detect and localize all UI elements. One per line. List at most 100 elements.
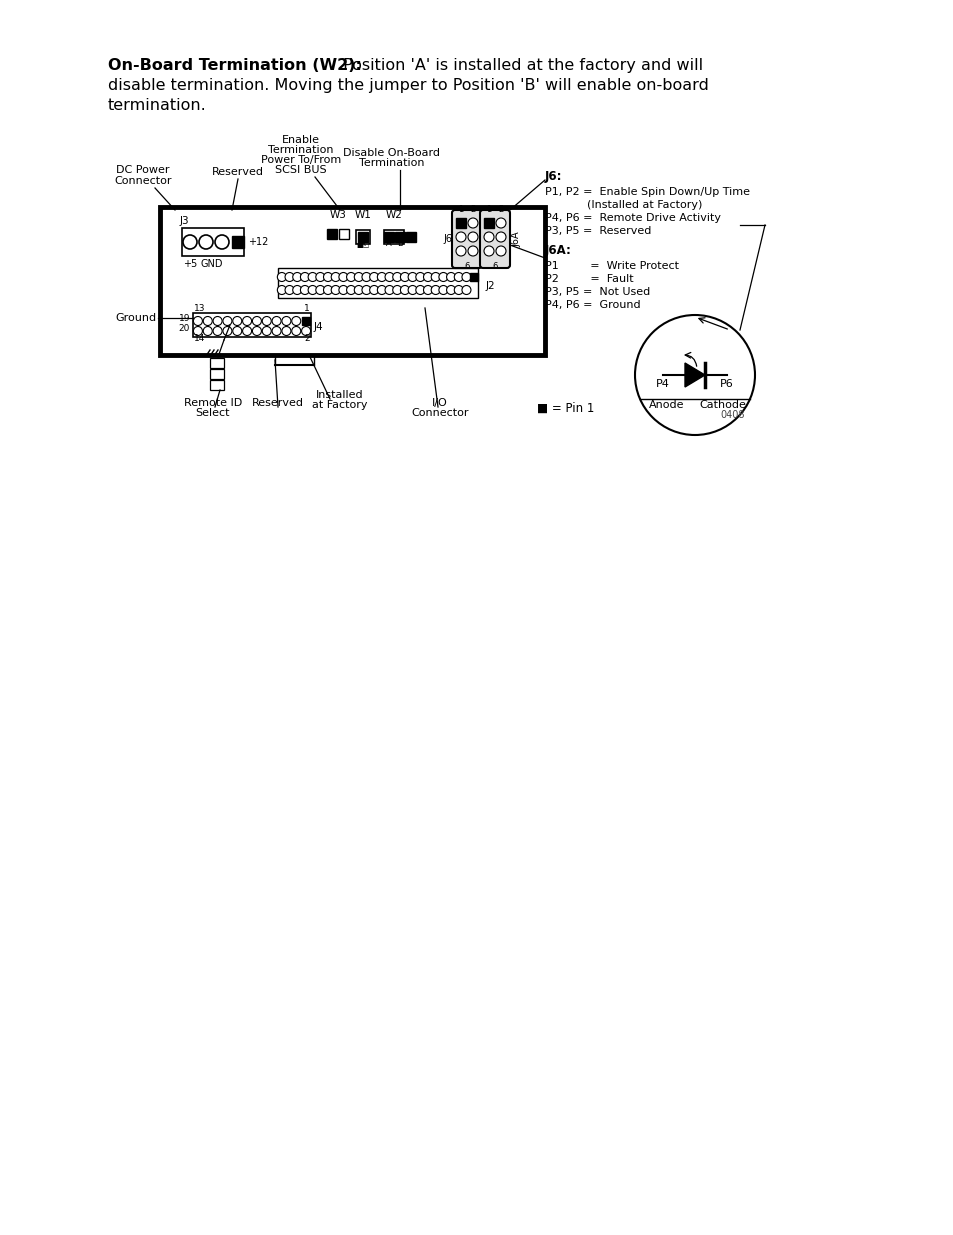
Circle shape [369,273,378,282]
Circle shape [300,273,309,282]
Circle shape [233,326,241,336]
Circle shape [456,246,465,256]
Text: J3: J3 [180,216,190,226]
Text: P4, P6 =  Remote Drive Activity: P4, P6 = Remote Drive Activity [544,212,720,224]
Bar [357,232,368,242]
Circle shape [468,232,477,242]
Circle shape [438,285,447,294]
Circle shape [242,316,252,326]
Bar [406,232,416,242]
Text: J6:: J6: [544,170,562,183]
Text: 19: 19 [178,314,190,324]
Text: +12: +12 [248,237,268,247]
Circle shape [423,285,432,294]
Circle shape [431,273,439,282]
Circle shape [393,273,401,282]
Text: B: B [396,240,402,248]
FancyBboxPatch shape [479,210,510,268]
Circle shape [400,285,409,294]
Circle shape [354,273,363,282]
Bar [232,236,244,248]
Circle shape [456,232,465,242]
Circle shape [262,316,271,326]
Text: W1: W1 [355,210,371,220]
Circle shape [346,273,355,282]
Bar [327,228,336,240]
Circle shape [468,219,477,228]
Text: W2: W2 [385,210,402,220]
Polygon shape [684,363,704,387]
Text: J6A: J6A [511,231,520,247]
Text: Connector: Connector [411,408,468,417]
Bar [384,232,394,242]
Text: P4, P6 =  Ground: P4, P6 = Ground [544,300,640,310]
Circle shape [331,285,340,294]
Circle shape [454,273,463,282]
Circle shape [285,273,294,282]
Circle shape [483,232,494,242]
Circle shape [183,235,196,249]
Text: 14: 14 [193,333,205,343]
Circle shape [203,316,212,326]
Circle shape [213,316,222,326]
Bar [277,268,477,298]
Bar [210,369,224,379]
Text: 1: 1 [457,205,463,214]
Circle shape [193,316,202,326]
Text: Connector: Connector [114,177,172,186]
Text: Anode: Anode [649,400,684,410]
Text: P6: P6 [720,379,733,389]
Text: Enable: Enable [282,135,319,144]
Circle shape [308,285,316,294]
Circle shape [301,326,311,336]
Circle shape [408,285,416,294]
Circle shape [361,285,371,294]
Text: Remote ID: Remote ID [184,398,242,408]
Text: ■□: ■□ [356,242,369,248]
Text: P4: P4 [656,379,669,389]
Text: A: A [359,240,366,248]
Text: SCSI BUS: SCSI BUS [274,165,327,175]
Circle shape [496,246,505,256]
Text: P2         =  Fault: P2 = Fault [544,274,633,284]
Text: A: A [386,240,392,248]
Circle shape [315,273,324,282]
Bar [395,232,405,242]
Circle shape [400,273,409,282]
Circle shape [338,273,348,282]
Circle shape [377,285,386,294]
Text: 1: 1 [486,205,491,214]
Text: ■ = Pin 1: ■ = Pin 1 [537,403,594,415]
Text: Reserved: Reserved [212,167,264,177]
Text: P1         =  Write Protect: P1 = Write Protect [544,261,679,270]
Text: 6: 6 [492,262,497,270]
Text: Cathode: Cathode [699,400,745,410]
Text: 2: 2 [497,205,503,214]
Circle shape [292,316,300,326]
Bar [355,230,370,245]
Text: P3, P5 =  Not Used: P3, P5 = Not Used [544,287,650,296]
Circle shape [346,285,355,294]
Bar [182,228,244,256]
Circle shape [461,273,471,282]
Circle shape [361,273,371,282]
Bar [302,317,310,325]
Circle shape [393,285,401,294]
Text: 1: 1 [304,304,310,312]
Circle shape [214,235,229,249]
Circle shape [315,285,324,294]
Bar [483,219,494,228]
Circle shape [262,326,271,336]
Circle shape [282,326,291,336]
Text: Installed: Installed [315,390,363,400]
FancyBboxPatch shape [452,210,481,268]
Circle shape [223,316,232,326]
Text: 13: 13 [193,304,205,312]
Text: 20: 20 [178,324,190,333]
Circle shape [285,285,294,294]
Circle shape [438,273,447,282]
Text: Disable On-Board: Disable On-Board [343,148,440,158]
Bar [193,312,311,337]
Bar [210,380,224,390]
Text: Ground: Ground [115,312,157,324]
